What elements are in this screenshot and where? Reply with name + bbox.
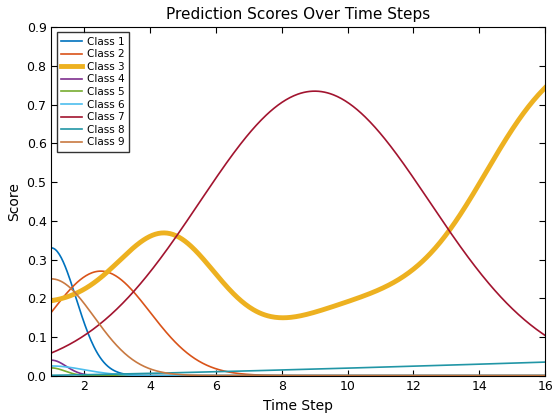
Class 3 <box>542 85 549 90</box>
Legend: Class 1, Class 2, Class 3, Class 4, Class 5, Class 6, Class 7, Class 8, Class 9: Class 1, Class 2, Class 3, Class 4, Clas… <box>57 32 129 152</box>
X-axis label: Time Step: Time Step <box>263 399 333 413</box>
Class 9 <box>286 373 292 378</box>
Class 5 <box>48 365 55 370</box>
Class 9 <box>315 373 322 378</box>
Line: Class 8: Class 8 <box>52 362 545 375</box>
Class 8 <box>48 373 55 378</box>
Line: Class 5: Class 5 <box>52 368 545 375</box>
Class 6 <box>48 363 55 368</box>
Class 4 <box>286 373 292 378</box>
Class 8 <box>342 366 349 371</box>
Class 1 <box>48 245 55 250</box>
Line: Class 3: Class 3 <box>52 88 545 318</box>
Class 9 <box>452 373 459 378</box>
Title: Prediction Scores Over Time Steps: Prediction Scores Over Time Steps <box>166 7 431 22</box>
Class 3 <box>287 315 293 320</box>
Class 9 <box>48 276 55 281</box>
Class 4 <box>342 373 349 378</box>
Class 5 <box>283 373 290 378</box>
Class 4 <box>542 373 549 378</box>
Class 1 <box>315 373 322 378</box>
Class 1 <box>530 373 536 378</box>
Class 6 <box>452 373 459 378</box>
Class 6 <box>542 373 549 378</box>
Class 2 <box>542 373 549 378</box>
Y-axis label: Score: Score <box>7 182 21 221</box>
Class 5 <box>286 373 292 378</box>
Class 1 <box>283 373 290 378</box>
Class 6 <box>342 373 349 378</box>
Line: Class 9: Class 9 <box>52 279 545 375</box>
Line: Class 1: Class 1 <box>52 248 545 375</box>
Class 1 <box>452 373 459 378</box>
Class 2 <box>454 373 460 378</box>
Class 7 <box>316 89 323 94</box>
Class 2 <box>316 373 323 378</box>
Class 6 <box>315 373 322 378</box>
Class 8 <box>315 366 322 371</box>
Class 9 <box>530 373 536 378</box>
Class 4 <box>283 373 290 378</box>
Line: Class 4: Class 4 <box>52 360 545 375</box>
Class 2 <box>287 373 293 378</box>
Class 5 <box>452 373 459 378</box>
Class 7 <box>286 96 292 101</box>
Class 4 <box>452 373 459 378</box>
Class 9 <box>283 373 290 378</box>
Class 8 <box>283 368 290 373</box>
Class 8 <box>542 360 549 365</box>
Class 5 <box>315 373 322 378</box>
Class 9 <box>542 373 549 378</box>
Class 2 <box>48 310 55 315</box>
Class 3 <box>279 315 286 320</box>
Class 8 <box>530 360 536 365</box>
Class 8 <box>286 367 292 372</box>
Class 3 <box>454 217 460 222</box>
Class 5 <box>542 373 549 378</box>
Class 8 <box>452 362 459 368</box>
Class 1 <box>542 373 549 378</box>
Class 3 <box>48 298 55 303</box>
Class 1 <box>286 373 292 378</box>
Class 1 <box>342 373 349 378</box>
Class 5 <box>530 373 536 378</box>
Class 7 <box>542 333 549 338</box>
Class 3 <box>283 315 290 320</box>
Class 7 <box>283 97 290 102</box>
Class 2 <box>343 373 349 378</box>
Class 4 <box>315 373 322 378</box>
Class 7 <box>343 99 349 104</box>
Class 2 <box>97 269 104 274</box>
Class 2 <box>283 373 290 378</box>
Class 6 <box>530 373 536 378</box>
Class 2 <box>531 373 538 378</box>
Class 7 <box>531 325 538 330</box>
Line: Class 6: Class 6 <box>52 366 545 375</box>
Class 6 <box>286 373 292 378</box>
Line: Class 7: Class 7 <box>52 91 545 353</box>
Class 3 <box>343 299 349 304</box>
Line: Class 2: Class 2 <box>52 271 545 375</box>
Class 5 <box>342 373 349 378</box>
Class 4 <box>48 358 55 363</box>
Class 9 <box>342 373 349 378</box>
Class 7 <box>454 239 460 244</box>
Class 7 <box>48 350 55 355</box>
Class 7 <box>311 89 318 94</box>
Class 3 <box>531 97 538 102</box>
Class 4 <box>530 373 536 378</box>
Class 3 <box>316 308 323 313</box>
Class 6 <box>283 373 290 378</box>
